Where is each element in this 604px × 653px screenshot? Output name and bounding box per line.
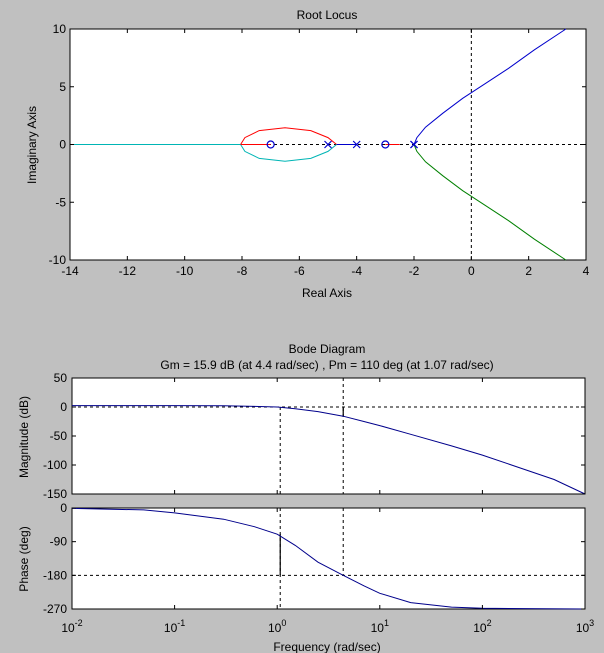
frequency-tick-label: 10-1 [164, 618, 185, 635]
frequency-tick-label: 103 [576, 618, 594, 635]
magnitude-tick-label: -50 [50, 429, 68, 443]
pole-marker [352, 140, 361, 149]
frequency-tick-labels: 10-2 10-1 100 101 102 103 [61, 378, 594, 635]
magnitude-axes [71, 377, 586, 495]
frequency-tick-label: 10-2 [61, 618, 82, 635]
root-locus-title: Root Locus [297, 8, 358, 22]
locus-branch-blue [413, 28, 567, 145]
bode-margins-subtitle: Gm = 15.9 dB (at 4.4 rad/sec) , Pm = 110… [160, 358, 493, 372]
y-tick-label: 10 [53, 22, 67, 36]
x-tick-label: 4 [583, 264, 590, 278]
phase-tick-label: -90 [50, 535, 68, 549]
x-tick-label: 0 [468, 264, 475, 278]
root-locus-y-tick-labels: 10 5 0 -5 -10 [49, 22, 586, 267]
locus-branch-green [413, 144, 567, 261]
x-tick-label: -10 [176, 264, 194, 278]
magnitude-tick-label: 0 [60, 400, 67, 414]
magnitude-curve [72, 405, 586, 495]
phase-y-tick-labels: 0 -90 -180 -270 [43, 501, 585, 616]
bode-title: Bode Diagram [289, 342, 366, 356]
locus-branch-red [240, 127, 337, 145]
frequency-tick-label: 102 [473, 618, 491, 635]
open-loop-poles [324, 140, 418, 149]
phase-tick-label: -180 [43, 568, 67, 582]
y-tick-label: -10 [49, 253, 67, 267]
x-tick-label: 2 [525, 264, 532, 278]
x-tick-label: -4 [351, 264, 362, 278]
magnitude-tick-label: 50 [54, 371, 68, 385]
locus-branch-cyan [240, 144, 337, 162]
bode-panel: Bode Diagram Gm = 15.9 dB (at 4.4 rad/se… [17, 342, 594, 653]
pole-marker [410, 140, 418, 149]
x-tick-label: -6 [294, 264, 305, 278]
magnitude-tick-label: -100 [43, 458, 67, 472]
magnitude-y-tick-labels: 50 0 -50 -100 -150 [43, 371, 585, 501]
y-tick-label: 5 [59, 80, 66, 94]
root-locus-x-tick-labels: -14 -12 -10 -8 -6 -4 -2 0 2 4 [61, 29, 590, 278]
root-locus-branches [70, 28, 567, 261]
pole-marker [324, 140, 332, 149]
zero-marker [266, 140, 275, 149]
x-tick-label: -12 [119, 264, 137, 278]
phase-y-axis-label: Phase (deg) [17, 526, 31, 591]
x-tick-label: -14 [61, 264, 79, 278]
root-locus-panel: Root Locus -14 -12 -10 -8 -6 -4 -2 0 2 4 1050-5-1… [25, 8, 590, 300]
x-tick-label: -8 [237, 264, 248, 278]
phase-axes [71, 507, 586, 610]
open-loop-zeros [266, 140, 390, 149]
phase-tick-label: 0 [60, 501, 67, 515]
root-locus-y-axis-label: Imaginary Axis [25, 106, 39, 184]
root-locus-x-axis-label: Real Axis [302, 286, 352, 300]
magnitude-tick-label: -150 [43, 487, 67, 501]
phase-tick-label: -270 [43, 602, 67, 616]
x-tick-label: -2 [409, 264, 420, 278]
y-tick-label: -5 [55, 195, 66, 209]
zero-marker [381, 140, 390, 149]
frequency-axis-label: Frequency (rad/sec) [273, 640, 380, 653]
frequency-tick-label: 101 [371, 618, 389, 635]
magnitude-y-axis-label: Magnitude (dB) [17, 396, 31, 478]
y-tick-label: 0 [59, 138, 66, 152]
frequency-tick-label: 100 [268, 618, 286, 635]
phase-curve [71, 507, 586, 610]
